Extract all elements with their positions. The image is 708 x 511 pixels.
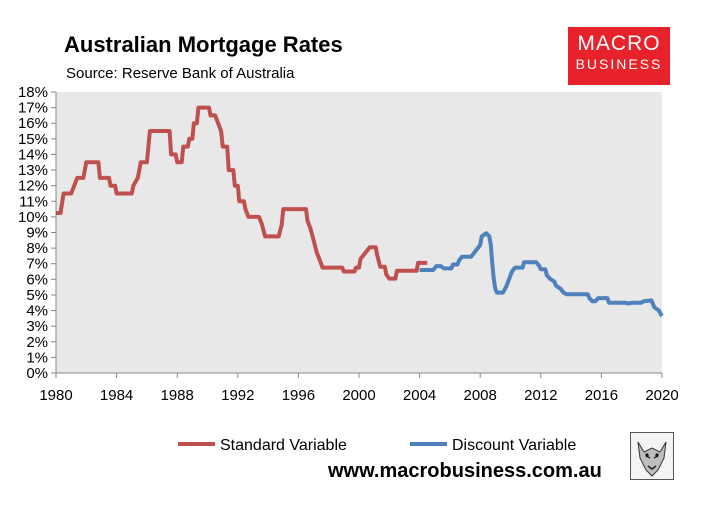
x-tick-label: 2020: [645, 387, 678, 404]
legend: Standard Variable Discount Variable: [178, 437, 576, 454]
y-tick-label: 11%: [19, 193, 48, 210]
x-tick-label: 2008: [464, 387, 497, 404]
series-line-discount-variable: [419, 231, 664, 318]
x-tick-label: 1992: [221, 387, 254, 404]
series-layer: [56, 105, 664, 318]
y-tick-label: 6%: [26, 271, 48, 288]
legend-label: Standard Variable: [220, 437, 347, 454]
y-tick-label: 1%: [26, 349, 48, 366]
x-tick-label: 1988: [161, 387, 194, 404]
y-tick-label: 16%: [18, 115, 48, 132]
y-tick-label: 15%: [18, 131, 48, 148]
x-tick-label: 2012: [524, 387, 557, 404]
y-tick-label: 10%: [18, 209, 48, 226]
legend-label: Discount Variable: [452, 437, 576, 454]
y-tick-label: 0%: [26, 365, 48, 382]
y-tick-label: 17%: [18, 100, 48, 117]
x-tick-label: 2004: [403, 387, 436, 404]
macrobusiness-logo: MACRO BUSINESS: [568, 27, 670, 85]
x-tick-label: 1980: [39, 387, 72, 404]
chart-title: Australian Mortgage Rates: [64, 32, 343, 57]
y-tick-label: 9%: [26, 225, 48, 242]
x-tick-label: 1984: [100, 387, 133, 404]
website-url: www.macrobusiness.com.au: [328, 460, 602, 482]
y-tick-label: 12%: [18, 178, 48, 195]
y-tick-label: 8%: [26, 240, 48, 257]
x-axis: 1980 1984 1988 1992 1996 2000 2004 2008 2012 2016…: [39, 372, 679, 404]
chart-source-subtitle: Source: Reserve Bank of Australia: [66, 65, 295, 82]
wolf-icon: [630, 432, 674, 480]
y-tick-label: 5%: [26, 287, 48, 304]
plot-area: [56, 92, 662, 373]
y-tick-label: 7%: [26, 256, 48, 273]
y-tick-label: 2%: [26, 334, 48, 351]
y-tick-label: 13%: [18, 162, 48, 179]
x-tick-label: 2000: [342, 387, 375, 404]
logo-text-macro: MACRO: [577, 32, 661, 55]
logo-text-business: BUSINESS: [575, 56, 663, 72]
y-tick-label: 18%: [18, 84, 48, 101]
x-tick-label: 2016: [585, 387, 618, 404]
y-axis: 0%1%2%3%4%5%6%7%8%9%10%11%12%13%14%15%16…: [18, 84, 57, 382]
series-line-standard-variable: [56, 105, 428, 281]
y-tick-label: 14%: [18, 146, 48, 163]
y-tick-label: 4%: [26, 303, 48, 320]
x-tick-label: 1996: [282, 387, 315, 404]
y-tick-label: 3%: [26, 318, 48, 335]
